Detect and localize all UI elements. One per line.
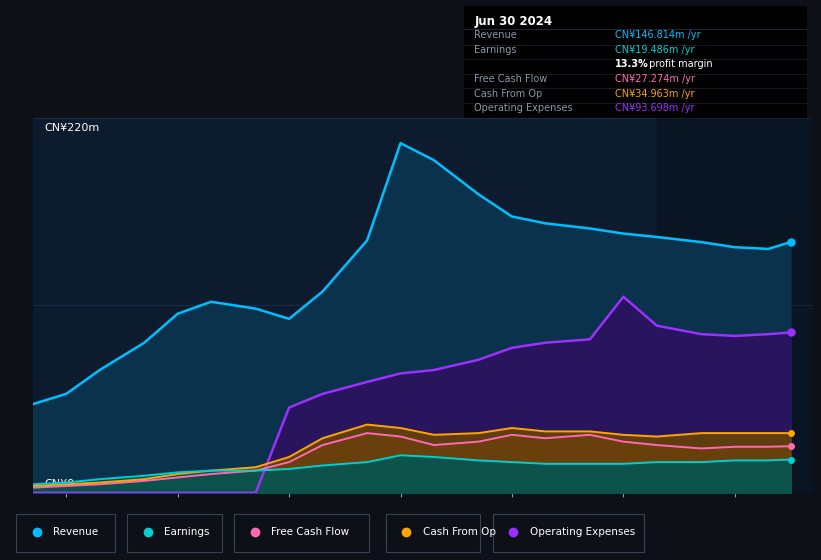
Bar xyxy=(493,514,644,552)
Text: CN¥0: CN¥0 xyxy=(44,479,75,489)
Text: Operating Expenses: Operating Expenses xyxy=(530,527,635,537)
Text: Revenue: Revenue xyxy=(475,30,517,40)
Text: CN¥93.698m /yr: CN¥93.698m /yr xyxy=(615,103,695,113)
Text: profit margin: profit margin xyxy=(646,59,713,69)
Text: Revenue: Revenue xyxy=(53,527,99,537)
Text: Cash From Op: Cash From Op xyxy=(423,527,496,537)
Text: 13.3%: 13.3% xyxy=(615,59,649,69)
Text: Jun 30 2024: Jun 30 2024 xyxy=(475,15,553,27)
Text: Operating Expenses: Operating Expenses xyxy=(475,103,573,113)
Text: Earnings: Earnings xyxy=(475,45,516,55)
Bar xyxy=(657,118,813,493)
Text: Earnings: Earnings xyxy=(164,527,209,537)
Text: CN¥34.963m /yr: CN¥34.963m /yr xyxy=(615,88,695,99)
Bar xyxy=(16,514,115,552)
Bar xyxy=(234,514,369,552)
Text: CN¥27.274m /yr: CN¥27.274m /yr xyxy=(615,74,695,84)
Text: CN¥220m: CN¥220m xyxy=(44,123,100,133)
Bar xyxy=(127,514,222,552)
Text: CN¥19.486m /yr: CN¥19.486m /yr xyxy=(615,45,695,55)
Bar xyxy=(386,514,480,552)
Text: CN¥146.814m /yr: CN¥146.814m /yr xyxy=(615,30,700,40)
Text: Cash From Op: Cash From Op xyxy=(475,88,543,99)
Text: Free Cash Flow: Free Cash Flow xyxy=(475,74,548,84)
Text: Free Cash Flow: Free Cash Flow xyxy=(271,527,349,537)
